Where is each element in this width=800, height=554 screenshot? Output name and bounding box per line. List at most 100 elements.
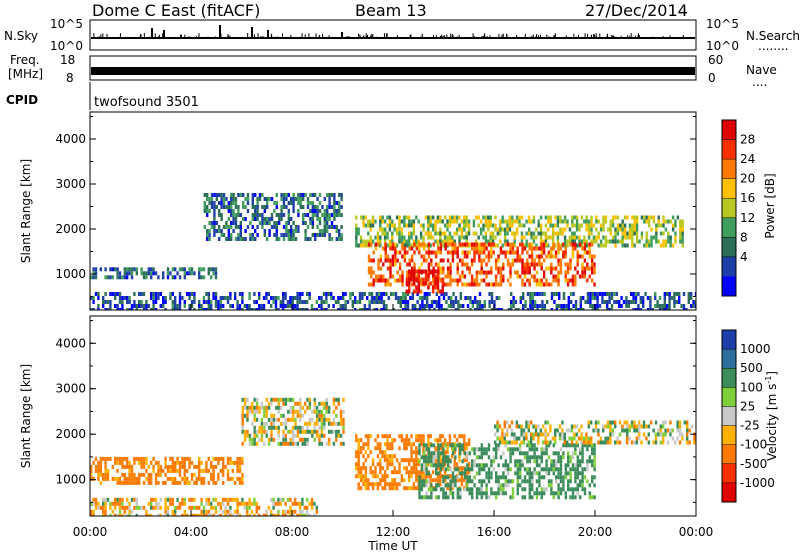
heatmap-cell xyxy=(499,491,503,496)
heatmap-cell xyxy=(585,239,588,244)
heatmap-cell xyxy=(646,308,650,310)
heatmap-cell xyxy=(364,486,368,491)
heatmap-cell xyxy=(290,217,293,221)
heatmap-cell xyxy=(606,292,609,296)
colorbar-swatch xyxy=(722,139,736,160)
heatmap-cell xyxy=(497,447,500,452)
heatmap-cell xyxy=(571,491,575,496)
heatmap-cell xyxy=(385,292,388,296)
heatmap-cell xyxy=(251,197,254,201)
heatmap-cell xyxy=(322,300,326,304)
heatmap-cell xyxy=(97,468,100,473)
heatmap-cell xyxy=(458,215,461,220)
heatmap-cell xyxy=(423,463,426,468)
heatmap-cell xyxy=(482,242,486,247)
heatmap-cell xyxy=(290,225,293,229)
heatmap-cell xyxy=(564,443,567,448)
heatmap-cell xyxy=(423,304,426,308)
heatmap-cell xyxy=(473,447,476,452)
heatmap-cell xyxy=(465,223,468,228)
heatmap-cell xyxy=(583,258,587,263)
heatmap-cell xyxy=(432,285,435,290)
heatmap-cell xyxy=(407,215,411,220)
heatmap-cell xyxy=(618,440,622,445)
heatmap-cell xyxy=(213,229,216,233)
heatmap-cell xyxy=(418,447,421,452)
colorbar-label: -1000 xyxy=(740,476,775,490)
heatmap-cell xyxy=(298,292,302,296)
heatmap-cell xyxy=(536,308,539,310)
heatmap-cell xyxy=(567,300,570,304)
heatmap-cell xyxy=(547,443,551,448)
heatmap-cell xyxy=(475,491,479,496)
heatmap-cell xyxy=(439,235,442,240)
heatmap-cell xyxy=(121,472,124,477)
heatmap-cell xyxy=(188,296,191,300)
heatmap-cell xyxy=(130,476,134,481)
heatmap-cell xyxy=(236,300,239,304)
heatmap-cell xyxy=(681,239,684,244)
heatmap-cell xyxy=(208,237,211,241)
heatmap-cell xyxy=(581,459,584,464)
heatmap-cell xyxy=(673,304,676,308)
heatmap-cell xyxy=(616,223,620,228)
heatmap-cell xyxy=(504,491,507,496)
heatmap-cell xyxy=(106,275,110,280)
heatmap-cell xyxy=(398,219,401,224)
heatmap-cell xyxy=(553,300,556,304)
heatmap-cell xyxy=(590,420,593,425)
heatmap-cell xyxy=(604,243,608,248)
heatmap-cell xyxy=(540,491,543,496)
heatmap-cell xyxy=(467,442,471,447)
heatmap-cell xyxy=(376,482,380,487)
heatmap-cell xyxy=(519,475,522,480)
heatmap-cell xyxy=(102,476,105,481)
heatmap-cell xyxy=(159,513,162,516)
heatmap-cell xyxy=(279,501,282,506)
heatmap-cell xyxy=(504,479,507,484)
heatmap-cell xyxy=(499,227,502,232)
heatmap-cell xyxy=(284,441,288,446)
heatmap-cell xyxy=(549,215,552,220)
heatmap-cell xyxy=(296,304,299,308)
heatmap-cell xyxy=(369,219,372,224)
heatmap-cell xyxy=(308,401,312,406)
heatmap-cell xyxy=(539,227,543,232)
heatmap-cell xyxy=(279,441,283,446)
heatmap-cell xyxy=(326,225,329,229)
heatmap-cell xyxy=(97,501,100,506)
heatmap-cell xyxy=(432,487,435,492)
heatmap-cell xyxy=(116,513,119,516)
heatmap-cell xyxy=(527,420,530,425)
heatmap-cell xyxy=(655,223,658,228)
heatmap-cell xyxy=(313,437,316,442)
heatmap-cell xyxy=(540,250,543,255)
heatmap-cell xyxy=(297,229,300,233)
heatmap-cell xyxy=(480,455,483,460)
heatmap-cell xyxy=(458,258,462,263)
heatmap-cell xyxy=(406,262,409,267)
heatmap-cell xyxy=(287,409,290,414)
heatmap-cell xyxy=(682,304,686,308)
heatmap-cell xyxy=(202,480,206,485)
heatmap-cell xyxy=(398,262,402,267)
heatmap-cell xyxy=(458,227,461,232)
heatmap-cell xyxy=(320,433,324,438)
freq-strip: Freq. [MHz] 18 8 60 0 Nave .... xyxy=(8,53,777,89)
heatmap-cell xyxy=(102,456,105,461)
heatmap-cell xyxy=(102,509,105,514)
heatmap-cell xyxy=(374,274,378,279)
heatmap-cell xyxy=(109,304,112,308)
heatmap-cell xyxy=(652,215,656,220)
heatmap-cell xyxy=(359,450,363,455)
heatmap-cell xyxy=(474,300,477,304)
heatmap-cell xyxy=(447,463,450,468)
heatmap-cell xyxy=(267,505,270,510)
heatmap-cell xyxy=(530,420,533,425)
heatmap-cell xyxy=(480,278,483,283)
heatmap-cell xyxy=(261,225,264,229)
heatmap-cell xyxy=(431,223,435,228)
heatmap-cell xyxy=(121,497,124,502)
heatmap-cell xyxy=(429,269,432,274)
